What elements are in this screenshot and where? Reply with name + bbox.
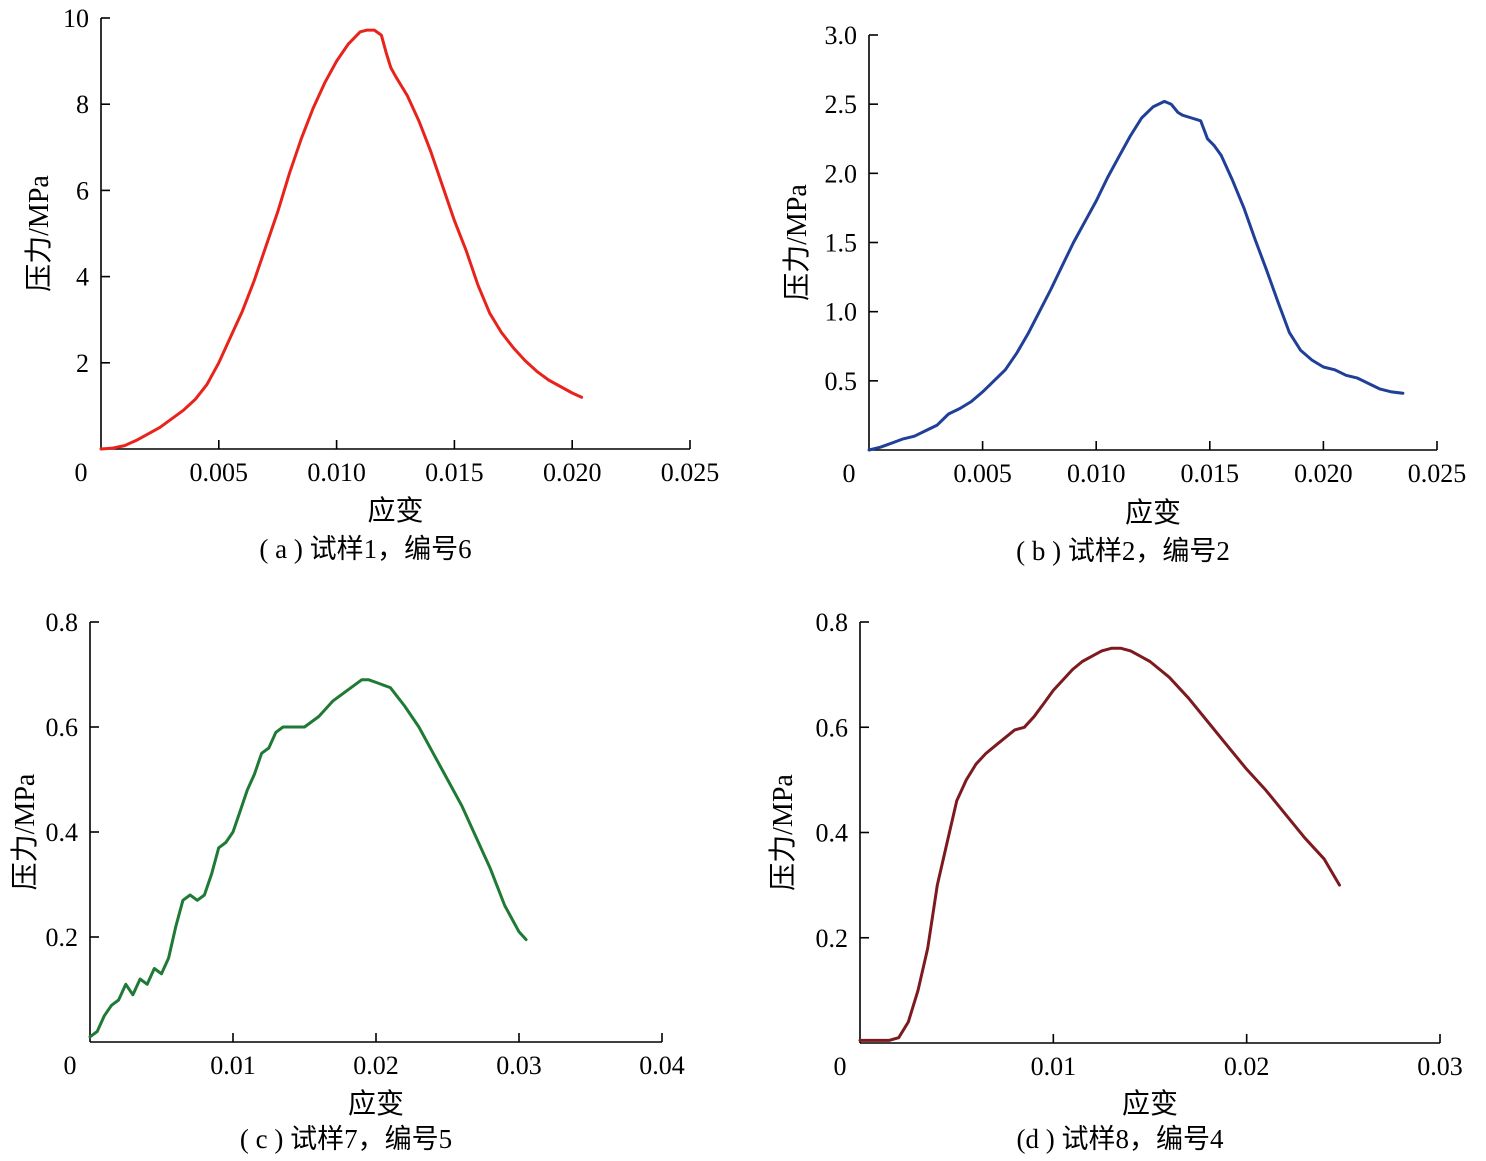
- stress-strain-curve: [858, 646, 1341, 1042]
- origin-label: 0: [843, 459, 856, 488]
- x-tick-label: 0.03: [496, 1051, 542, 1080]
- y-axis-title: 压力/MPa: [9, 773, 41, 890]
- y-tick-label: 2.0: [825, 159, 858, 188]
- y-tick-label: 1.0: [825, 298, 858, 327]
- chart-panel-1: 0.005 0.010 0.015 0.020 0.025 2 4 6 8 10 0 应变 压力/MPa…: [23, 4, 719, 564]
- y-tick-label: 1.5: [825, 229, 858, 258]
- y-tick-label: 0.4: [46, 818, 79, 847]
- x-tick-label: 0.02: [353, 1051, 399, 1080]
- y-tick-label: 0.2: [46, 923, 79, 952]
- x-axis-title: 应变: [367, 495, 423, 527]
- stress-strain-curve: [99, 28, 584, 451]
- chart-panel-2: 0.005 0.010 0.015 0.020 0.025 0.5 1.0 1.5 2.0 2.5…: [781, 21, 1466, 566]
- origin-label: 0: [64, 1051, 77, 1080]
- y-tick-label: 0.5: [825, 367, 858, 396]
- y-tick-label: 2.5: [825, 90, 858, 119]
- y-tick-label: 10: [63, 4, 89, 33]
- y-axis-title: 压力/MPa: [767, 774, 799, 891]
- x-axis-title: 应变: [1122, 1088, 1178, 1120]
- stress-strain-curve: [867, 99, 1405, 452]
- x-tick-label: 0.010: [1067, 459, 1126, 488]
- y-axis-title: 压力/MPa: [23, 175, 55, 292]
- y-tick-label: 3.0: [825, 21, 858, 50]
- panel-caption: (d ) 试样8，编号4: [1017, 1124, 1224, 1154]
- y-tick-label: 0.4: [816, 819, 849, 848]
- x-tick-label: 0.025: [1408, 459, 1467, 488]
- panel-caption: ( b ) 试样2，编号2: [1016, 536, 1230, 566]
- y-tick-label: 0.8: [46, 608, 79, 637]
- x-tick-label: 0.005: [953, 459, 1012, 488]
- x-axis-title: 应变: [348, 1088, 404, 1120]
- origin-label: 0: [834, 1052, 847, 1081]
- y-tick-label: 0.2: [816, 924, 849, 953]
- x-tick-label: 0.02: [1224, 1052, 1270, 1081]
- x-tick-label: 0.010: [307, 458, 366, 487]
- x-tick-label: 0.03: [1417, 1052, 1463, 1081]
- x-tick-label: 0.025: [661, 458, 720, 487]
- y-tick-label: 0.6: [816, 713, 849, 742]
- x-tick-label: 0.005: [190, 458, 249, 487]
- chart-panel-3: 0.01 0.02 0.03 0.04 0.2 0.4 0.6 0.8 0 应变 压力/MPa ( c…: [9, 608, 685, 1154]
- origin-label: 0: [75, 458, 88, 487]
- panel-caption: ( a ) 试样1，编号6: [259, 534, 471, 564]
- y-tick-label: 6: [76, 176, 89, 205]
- y-tick-label: 0.8: [816, 608, 849, 637]
- y-tick-label: 2: [76, 349, 89, 378]
- stress-strain-curve: [88, 678, 528, 1039]
- y-axis-title: 压力/MPa: [781, 184, 813, 301]
- x-tick-label: 0.015: [1181, 459, 1240, 488]
- y-tick-label: 8: [76, 90, 89, 119]
- x-tick-label: 0.020: [1294, 459, 1353, 488]
- x-axis-title: 应变: [1125, 497, 1181, 529]
- y-tick-label: 4: [76, 263, 89, 292]
- x-tick-label: 0.01: [1031, 1052, 1077, 1081]
- x-tick-label: 0.020: [543, 458, 602, 487]
- x-tick-label: 0.04: [639, 1051, 685, 1080]
- y-tick-label: 0.6: [46, 713, 79, 742]
- panel-caption: ( c ) 试样7，编号5: [240, 1124, 452, 1154]
- x-tick-label: 0.015: [425, 458, 484, 487]
- chart-panel-4: 0.01 0.02 0.03 0.2 0.4 0.6 0.8 0 应变 压力/MPa (d ) 试样…: [767, 608, 1463, 1154]
- x-tick-label: 0.01: [210, 1051, 256, 1080]
